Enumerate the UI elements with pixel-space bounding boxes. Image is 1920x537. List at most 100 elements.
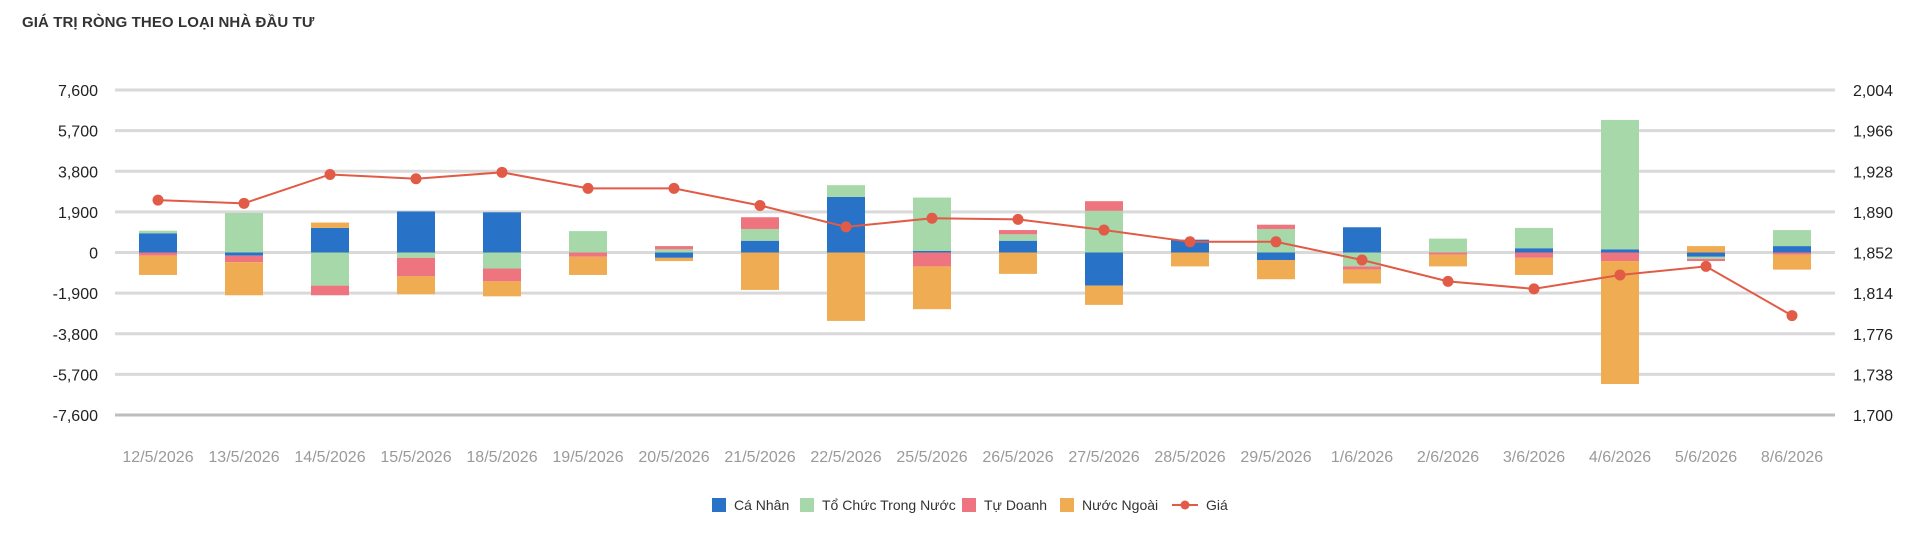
bar-segment <box>1773 246 1811 253</box>
bar-segment <box>999 234 1037 241</box>
bar-segment <box>139 230 177 234</box>
left-tick-label: -1,900 <box>53 286 98 303</box>
category-label: 22/5/2026 <box>810 449 881 466</box>
bar-segment <box>1687 246 1725 253</box>
price-point <box>1700 260 1712 272</box>
price-line-path <box>157 171 1793 317</box>
bar-segment <box>741 252 779 290</box>
legend-label: Tự Doanh <box>984 497 1047 513</box>
left-axis: 7,600 5,700 3,800 1,900 0 -1,900 -3,800 -5,700 -… <box>53 83 98 425</box>
bar-segment <box>1257 224 1295 229</box>
bar-segment <box>225 252 263 256</box>
left-tick-label: 3,800 <box>58 164 98 181</box>
bar-segment <box>655 246 693 250</box>
bar-segment <box>397 257 435 277</box>
category-label: 4/6/2026 <box>1589 449 1651 466</box>
price-point <box>1098 224 1110 236</box>
price-line <box>152 166 1798 322</box>
category-label: 21/5/2026 <box>724 449 795 466</box>
bar-segment <box>1343 266 1381 270</box>
right-tick-label: 2,004 <box>1853 83 1893 100</box>
price-point <box>324 168 336 180</box>
bar-segment <box>1773 252 1811 255</box>
bar-segment <box>1085 252 1123 286</box>
legend-swatch <box>712 498 726 512</box>
legend-label: Giá <box>1206 497 1228 513</box>
price-point <box>1614 269 1626 281</box>
bar-segment <box>311 252 349 286</box>
legend-swatch <box>962 498 976 512</box>
bar-segment <box>1515 248 1553 253</box>
left-tick-label: 5,700 <box>58 124 98 141</box>
left-tick-label: 7,600 <box>58 83 98 100</box>
bar-segment <box>311 222 349 228</box>
bar-segment <box>1429 252 1467 255</box>
category-axis: 12/5/2026 13/5/2026 14/5/2026 15/5/2026 18/5… <box>122 449 1823 466</box>
bar-segment <box>1687 258 1725 262</box>
category-label: 12/5/2026 <box>122 449 193 466</box>
category-label: 19/5/2026 <box>552 449 623 466</box>
bar-segment <box>913 251 951 253</box>
price-point <box>926 212 938 224</box>
bar-segment <box>1773 230 1811 247</box>
bar-segment <box>655 257 693 262</box>
left-tick-label: -3,800 <box>53 327 98 344</box>
category-label: 18/5/2026 <box>466 449 537 466</box>
legend-swatch <box>1060 498 1074 512</box>
bar-segment <box>1601 261 1639 384</box>
right-tick-label: 1,738 <box>1853 367 1893 384</box>
category-label: 29/5/2026 <box>1240 449 1311 466</box>
bar-segment <box>483 252 521 269</box>
bar-segment <box>1085 285 1123 305</box>
price-point <box>1270 236 1282 248</box>
bar-segment <box>569 252 607 257</box>
legend-marker <box>1180 500 1190 510</box>
chart-title: GIÁ TRỊ RÒNG THEO LOẠI NHÀ ĐẦU TƯ <box>22 14 315 31</box>
bar-segment <box>999 252 1037 274</box>
left-tick-label: -5,700 <box>53 367 98 384</box>
bar-segment <box>225 212 263 253</box>
bar-segment <box>1601 249 1639 253</box>
category-label: 25/5/2026 <box>896 449 967 466</box>
bars <box>139 119 1811 384</box>
category-label: 5/6/2026 <box>1675 449 1737 466</box>
right-tick-label: 1,852 <box>1853 246 1893 263</box>
right-axis: 2,004 1,966 1,928 1,890 1,852 1,814 1,776 1,738… <box>1853 83 1893 425</box>
category-label: 15/5/2026 <box>380 449 451 466</box>
category-label: 1/6/2026 <box>1331 449 1393 466</box>
bar-segment <box>311 227 349 253</box>
bar-segment <box>139 255 177 275</box>
category-label: 2/6/2026 <box>1417 449 1479 466</box>
bar-segment <box>225 262 263 296</box>
legend-label: Nước Ngoài <box>1082 497 1158 513</box>
category-label: 13/5/2026 <box>208 449 279 466</box>
price-point <box>1528 283 1540 295</box>
bar-segment <box>827 252 865 321</box>
price-point <box>582 182 594 194</box>
bar-segment <box>1171 252 1209 267</box>
price-point <box>152 194 164 206</box>
bar-segment <box>569 231 607 253</box>
bar-segment <box>827 185 865 197</box>
price-point <box>668 182 680 194</box>
category-label: 3/6/2026 <box>1503 449 1565 466</box>
price-point <box>1786 310 1798 322</box>
price-point <box>496 166 508 178</box>
category-label: 14/5/2026 <box>294 449 365 466</box>
left-tick-label: 0 <box>89 246 98 263</box>
bar-segment <box>483 281 521 297</box>
category-label: 27/5/2026 <box>1068 449 1139 466</box>
bar-segment <box>741 228 779 241</box>
bar-segment <box>1773 254 1811 270</box>
bar-segment <box>913 197 951 252</box>
bar-segment <box>741 240 779 253</box>
right-tick-label: 1,700 <box>1853 408 1893 425</box>
bar-segment <box>999 240 1037 253</box>
bar-segment <box>655 249 693 253</box>
bar-segment <box>1429 254 1467 267</box>
bar-segment <box>1429 238 1467 253</box>
price-point <box>754 199 766 211</box>
bar-segment <box>397 211 435 253</box>
bar-segment <box>139 233 177 253</box>
